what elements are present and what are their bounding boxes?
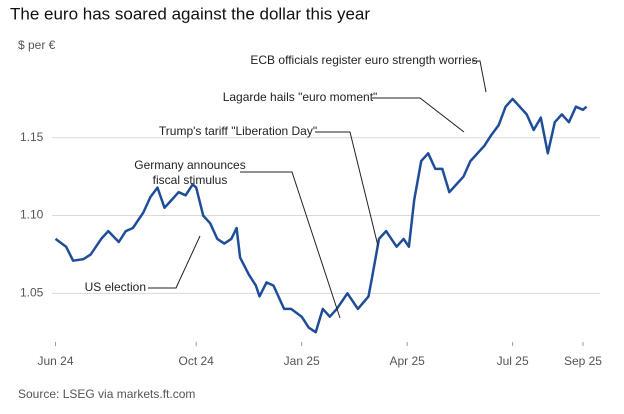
annotation: US election	[85, 280, 146, 294]
annotation: fiscal stimulus	[153, 173, 228, 187]
y-tick-label: 1.15	[20, 130, 44, 144]
y-axis-label: $ per €	[18, 38, 56, 52]
annotation: ECB officials register euro strength wor…	[250, 53, 477, 67]
x-tick-label: Jan 25	[284, 354, 320, 368]
source: Source: LSEG via markets.ft.com	[18, 387, 195, 401]
annotation: Trump's tariff "Liberation Day"	[159, 124, 317, 138]
line-series	[54, 97, 588, 334]
annotation-leader	[148, 235, 201, 289]
annotation-leader	[472, 60, 487, 93]
annotation-leader	[372, 97, 465, 133]
annotation-leader	[315, 131, 379, 247]
annotation-leader	[240, 171, 341, 319]
y-tick-label: 1.05	[20, 286, 44, 300]
chart-title: The euro has soared against the dollar t…	[10, 4, 370, 23]
x-tick-label: Jun 24	[38, 354, 74, 368]
x-tick-label: Jul 25	[497, 354, 529, 368]
annotation: Germany announces	[134, 158, 245, 172]
x-tick-label: Apr 25	[389, 354, 425, 368]
y-tick-label: 1.10	[20, 208, 44, 222]
x-tick-label: Sep 25	[564, 354, 602, 368]
annotation: Lagarde hails "euro moment"	[223, 90, 378, 104]
x-tick-label: Oct 24	[178, 354, 214, 368]
